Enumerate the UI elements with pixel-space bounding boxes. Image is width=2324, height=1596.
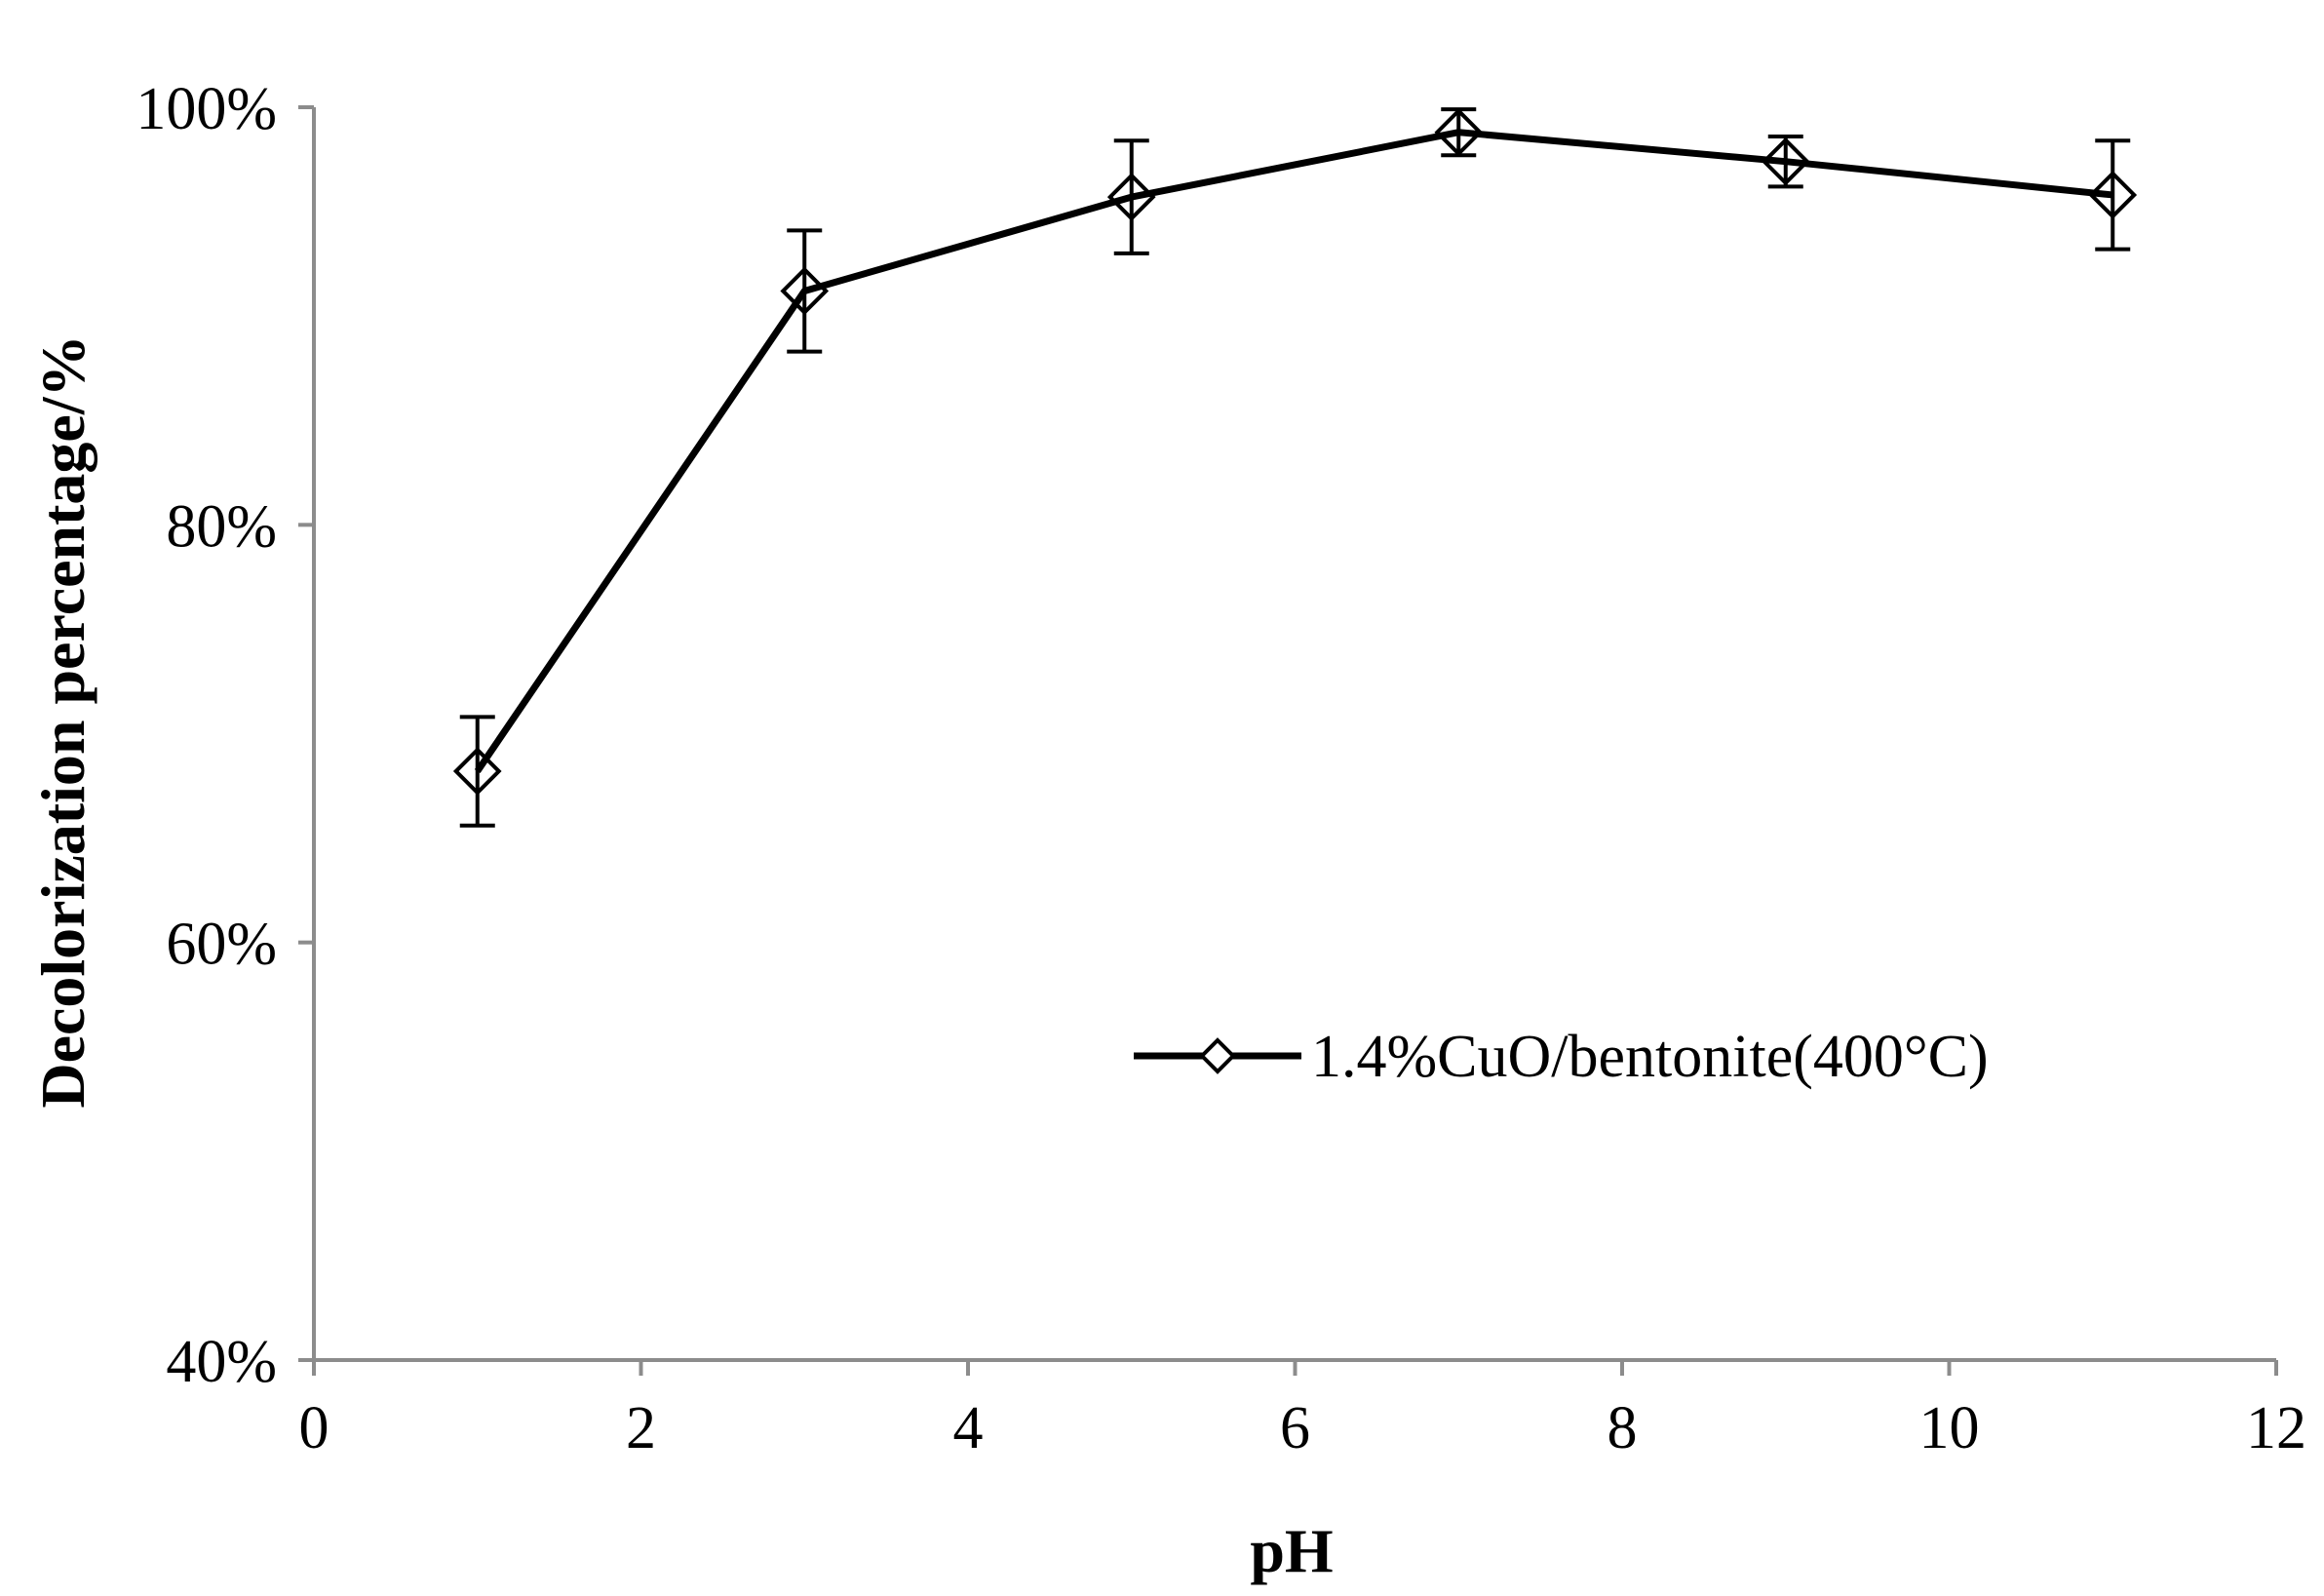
series-layer bbox=[452, 107, 2138, 828]
y-axis-ticks: 40% 60% 80% 100% bbox=[136, 76, 314, 1395]
legend: 1.4%CuO/bentonite(400°C) bbox=[1134, 1024, 1989, 1090]
data-point-marker bbox=[2088, 171, 2138, 219]
x-tick-label: 10 bbox=[1919, 1395, 1980, 1461]
y-axis-title: Decolorization percentage/% bbox=[28, 334, 97, 1108]
x-tick-label: 2 bbox=[626, 1395, 656, 1461]
axes bbox=[312, 107, 2276, 1362]
x-tick-label: 8 bbox=[1607, 1395, 1638, 1461]
legend-marker-diamond bbox=[1199, 1037, 1236, 1074]
y-tick-label: 40% bbox=[166, 1329, 277, 1395]
y-tick-label: 60% bbox=[166, 912, 277, 978]
x-axis-title: pH bbox=[1250, 1516, 1333, 1585]
data-point-marker bbox=[1106, 173, 1156, 221]
data-point-marker bbox=[1434, 107, 1484, 157]
x-tick-label: 0 bbox=[299, 1395, 329, 1461]
x-tick-label: 12 bbox=[2246, 1395, 2306, 1461]
data-point-marker bbox=[1761, 136, 1810, 186]
data-point-marker bbox=[780, 266, 830, 316]
x-tick-label: 4 bbox=[953, 1395, 984, 1461]
series-line bbox=[474, 129, 2113, 774]
data-point-marker bbox=[452, 747, 502, 796]
x-tick-label: 6 bbox=[1280, 1395, 1310, 1461]
y-tick-label: 100% bbox=[136, 76, 277, 142]
x-axis-ticks: 0 2 4 6 8 10 12 bbox=[299, 1360, 2306, 1461]
legend-label: 1.4%CuO/bentonite(400°C) bbox=[1311, 1024, 1989, 1090]
y-tick-label: 80% bbox=[166, 493, 277, 560]
